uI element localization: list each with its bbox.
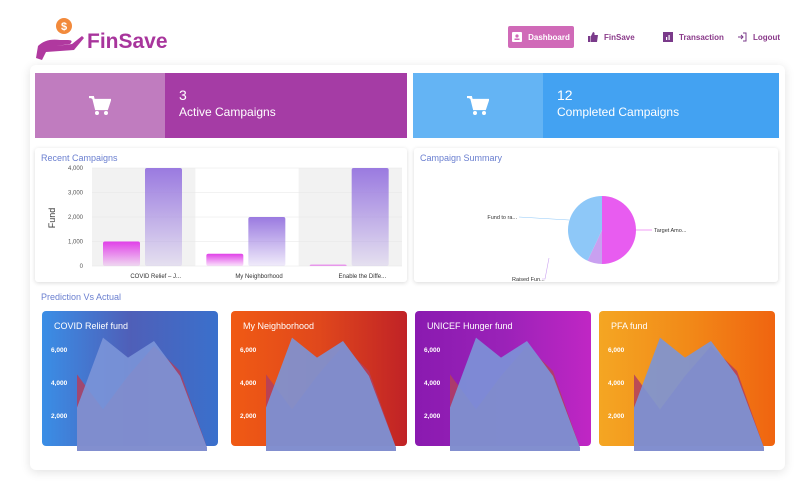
prediction-card-title: PFA fund <box>611 321 648 331</box>
prediction-card: My Neighborhood 6,000 4,000 2,000 <box>231 311 407 451</box>
nav-label: Logout <box>753 32 781 42</box>
svg-text:$: $ <box>61 21 67 33</box>
area-series <box>77 337 207 451</box>
stat-value: 3 <box>179 87 187 103</box>
brand-name: FinSave <box>87 30 168 53</box>
y-tick-label: 3,000 <box>68 191 84 197</box>
prediction-card-title: UNICEF Hunger fund <box>427 321 513 331</box>
area-series <box>634 337 764 451</box>
area-chart <box>77 337 207 451</box>
y-tick-label: 4,000 <box>240 380 257 387</box>
card-title: Campaign Summary <box>420 153 503 163</box>
nav-label: Dashboard <box>528 32 570 42</box>
cart-icon <box>89 95 111 115</box>
pie-slice <box>568 196 602 261</box>
y-tick-label: 6,000 <box>608 347 625 354</box>
y-tick-label: 4,000 <box>68 166 84 172</box>
thumbs-up-icon <box>588 32 598 42</box>
prediction-card: UNICEF Hunger fund 6,000 4,000 2,000 <box>415 311 591 451</box>
area-chart <box>266 337 396 451</box>
stat-value: 12 <box>557 87 573 103</box>
y-tick-label: 2,000 <box>51 413 68 420</box>
section-title: Prediction Vs Actual <box>41 292 122 302</box>
recent-campaigns-card: Recent Campaigns 4,000 3,000 2,000 1,000 0 Fu… <box>35 148 407 282</box>
leader-line <box>518 216 570 221</box>
stat-label: Active Campaigns <box>179 105 276 119</box>
bar-chart-icon <box>663 32 673 42</box>
area-chart <box>634 337 764 451</box>
leader-line <box>542 257 550 280</box>
y-tick-label: 2,000 <box>424 413 441 420</box>
stat-active-campaigns[interactable]: 3 Active Campaigns <box>35 73 407 138</box>
bar <box>103 241 140 266</box>
prediction-card: COVID Relief fund 6,000 4,000 2,000 <box>42 311 218 451</box>
stat-label: Completed Campaigns <box>557 105 680 119</box>
contact-card-icon <box>512 32 523 42</box>
bar <box>206 253 244 266</box>
stat-completed-campaigns[interactable]: 12 Completed Campaigns <box>413 73 779 138</box>
stat-icon-box <box>35 73 165 138</box>
card-title: Recent Campaigns <box>41 153 118 163</box>
pie-slice <box>587 230 602 264</box>
x-tick-label: My Neighborhood <box>235 274 282 280</box>
logout-icon <box>738 32 747 42</box>
prediction-card: PFA fund 6,000 4,000 2,000 <box>599 311 775 451</box>
pie-chart: Target Amo... Raised Fun... Fund to ra... <box>487 196 687 282</box>
y-tick-label: 6,000 <box>424 347 441 354</box>
nav-logout[interactable]: Logout <box>737 26 780 48</box>
nav-dashboard[interactable]: Dashboard <box>508 26 574 48</box>
y-tick-label: 2,000 <box>68 215 84 221</box>
bar <box>351 168 389 266</box>
y-tick-label: 6,000 <box>240 347 257 354</box>
pie-slice <box>602 196 636 264</box>
pie-label: Raised Fun... <box>512 277 545 282</box>
area-series <box>450 337 580 451</box>
y-tick-label: 2,000 <box>608 413 625 420</box>
logo-hand-coin-icon: $ <box>36 18 84 60</box>
y-tick-label: 4,000 <box>608 380 625 387</box>
bar <box>248 217 286 266</box>
cart-icon <box>467 95 489 115</box>
x-tick-label: Enable the Diffe... <box>339 274 387 280</box>
stat-icon-box <box>413 73 543 138</box>
area-chart <box>450 337 580 451</box>
area-series <box>266 337 396 451</box>
prediction-card-title: My Neighborhood <box>243 321 315 331</box>
pie-label: Fund to ra... <box>487 215 517 221</box>
y-axis-label: Fund <box>47 208 57 229</box>
y-tick-label: 1,000 <box>68 240 84 246</box>
bar-chart: 4,000 3,000 2,000 1,000 0 Fund COVID Relief – … <box>47 166 402 280</box>
nav-finsave[interactable]: FinSave <box>588 26 635 48</box>
bar <box>309 264 347 266</box>
y-tick-label: 2,000 <box>240 413 257 420</box>
campaign-summary-card: Campaign Summary Target Amo... Raised Fun… <box>414 148 778 282</box>
x-tick-label: COVID Relief – J... <box>130 274 181 280</box>
y-tick-label: 0 <box>80 264 84 270</box>
nav-transaction[interactable]: Transaction <box>663 26 724 48</box>
pie-label: Target Amo... <box>654 228 687 234</box>
nav-label: FinSave <box>604 32 635 42</box>
logo: $ <box>34 16 86 60</box>
prediction-card-title: COVID Relief fund <box>54 321 129 331</box>
nav-label: Transaction <box>679 32 724 42</box>
y-tick-label: 4,000 <box>51 380 68 387</box>
y-tick-label: 6,000 <box>51 347 68 354</box>
bar <box>145 168 182 266</box>
y-tick-label: 4,000 <box>424 380 441 387</box>
